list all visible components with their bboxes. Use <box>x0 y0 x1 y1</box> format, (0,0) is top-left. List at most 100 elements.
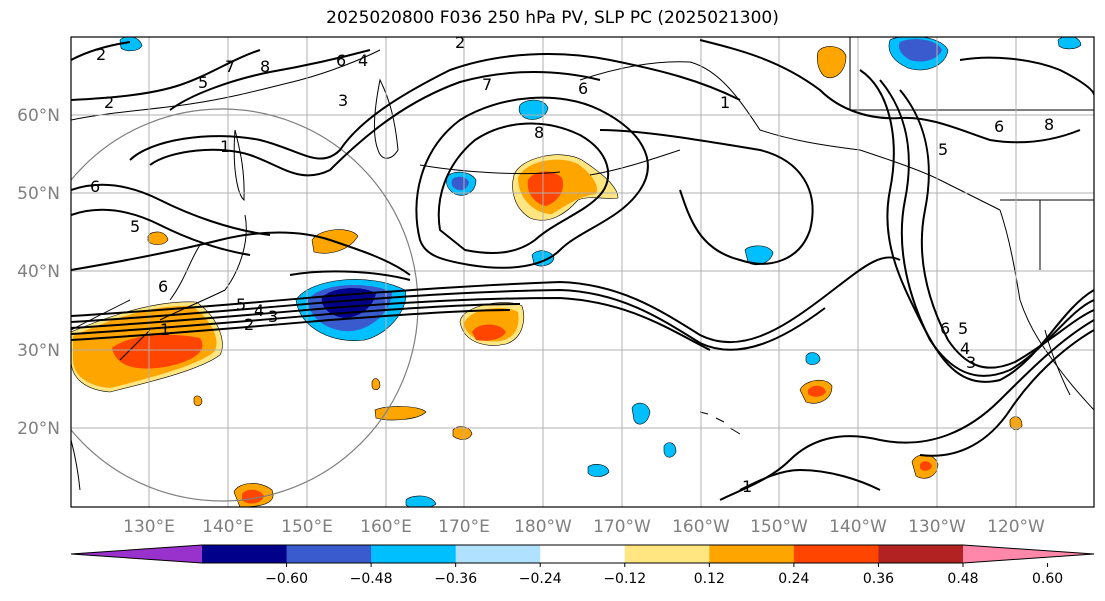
lat-label: 50°N <box>17 184 60 204</box>
contour-label: 1 <box>720 93 730 112</box>
lon-label: 160°W <box>672 517 730 537</box>
contour-label: 1 <box>160 320 170 339</box>
map-frame <box>70 36 1095 508</box>
contour-line <box>719 319 1094 501</box>
contour-line <box>71 208 251 256</box>
contour-line <box>149 71 601 177</box>
lon-label: 130°W <box>908 517 966 537</box>
pv-negative-blob <box>631 402 651 425</box>
contour-label: 7 <box>225 57 235 76</box>
contour-line <box>919 329 1094 457</box>
contour-line <box>699 39 1081 144</box>
pv-positive-core <box>920 461 932 471</box>
coastline-japan <box>119 214 247 361</box>
colorbar-segment <box>793 545 879 563</box>
lon-label: 170°E <box>438 517 490 537</box>
colorbar-tick-label: −0.24 <box>519 571 562 587</box>
contour-line <box>599 129 814 265</box>
colorbar-segment <box>709 545 795 563</box>
colorbar-segment <box>878 545 964 563</box>
contour-label: 2 <box>455 33 465 52</box>
contour-label: 4 <box>960 339 970 358</box>
contour-line <box>71 256 901 344</box>
coastline-kamchatka <box>373 78 399 159</box>
lon-label: 160°E <box>360 517 412 537</box>
contour-label: 5 <box>236 295 246 314</box>
colorbar-tick-label: −0.60 <box>265 571 308 587</box>
pv-negative-blob <box>1057 37 1082 50</box>
contour-line <box>899 89 1094 369</box>
contour-label: 4 <box>254 301 264 320</box>
colorbar-segment <box>540 545 626 563</box>
lat-label: 60°N <box>17 106 60 126</box>
contour-label: 6 <box>940 319 950 338</box>
coastline-alaska <box>579 61 1001 211</box>
lon-label: 150°E <box>281 517 333 537</box>
contour-label: 8 <box>534 123 544 142</box>
longitude-labels: 130°E 140°E 150°E 160°E 170°E 180°W 170°… <box>123 517 1045 537</box>
contour-line <box>739 468 881 491</box>
pv-positive-core <box>472 324 506 341</box>
lon-label: 150°W <box>750 517 808 537</box>
lon-label: 170°W <box>593 517 651 537</box>
pv-negative-blob <box>405 495 437 507</box>
contour-label: 6 <box>158 277 168 296</box>
colorbar-segment <box>455 545 541 563</box>
contour-line <box>71 183 271 236</box>
coastline-na-west <box>999 209 1094 411</box>
pv-positive-blob <box>193 395 203 407</box>
contour-label: 7 <box>482 75 492 94</box>
colorbar-segment <box>202 545 288 563</box>
colorbar-segment <box>371 545 457 563</box>
pv-positive-blob <box>452 426 473 440</box>
contour-label: 5 <box>938 140 948 159</box>
coastline-hawaii <box>699 411 741 435</box>
lon-label: 180°W <box>514 517 572 537</box>
contour-line <box>71 288 826 351</box>
colorbar-segment <box>963 545 1094 563</box>
colorbar-tick-label: −0.48 <box>350 571 393 587</box>
map-panel: 2 2 5 7 8 6 4 3 1 2 7 6 1 8 1 6 5 5 6 5 … <box>71 33 1094 507</box>
contour-line <box>415 96 649 269</box>
pv-positive-blob <box>816 46 847 78</box>
contour-label: 5 <box>958 319 968 338</box>
contour-label: 6 <box>90 177 100 196</box>
pv-positive-blob <box>147 231 169 245</box>
colorbar-tick-label: 0.12 <box>694 571 725 587</box>
pv-negative-blob <box>663 442 677 458</box>
lon-label: 120°W <box>987 517 1045 537</box>
contour-label: 3 <box>268 307 278 326</box>
coastline-aleutians <box>419 149 681 176</box>
radius-circle <box>71 108 419 502</box>
contour-line <box>71 303 521 335</box>
contour-label: 5 <box>198 73 208 92</box>
pv-positive-blob <box>371 378 381 391</box>
coastlines <box>71 37 1094 491</box>
pv-positive-core <box>242 489 264 504</box>
contour-label: 6 <box>336 51 346 70</box>
pv-positive-core <box>808 385 826 397</box>
pv-negative-blob <box>805 352 821 365</box>
contour-line <box>71 296 711 351</box>
coastline-sakhalin <box>233 129 245 202</box>
contour-line <box>879 79 1094 377</box>
contour-line <box>959 56 1094 96</box>
colorbar-outline <box>70 544 1095 564</box>
pv-negative-blob <box>518 99 549 120</box>
pv-positive-core <box>112 334 203 369</box>
latitude-labels: 60°N 50°N 40°N 30°N 20°N <box>17 106 60 439</box>
contour-label: 2 <box>96 45 106 64</box>
contour-line <box>169 49 371 111</box>
lon-label: 140°W <box>829 517 887 537</box>
pv-anomaly-shading <box>71 37 1082 507</box>
colorbar-tick-label: −0.36 <box>434 571 477 587</box>
colorbar-tick-label: 0.24 <box>778 571 809 587</box>
colorbar-segment <box>624 545 710 563</box>
contour-label: 1 <box>220 137 230 156</box>
contour-line <box>71 41 261 101</box>
contour-label: 6 <box>578 79 588 98</box>
pv-negative-core <box>451 176 469 191</box>
pv-negative-blob <box>587 463 610 477</box>
pv-negative-blob <box>744 245 774 265</box>
contour-line <box>129 53 741 161</box>
